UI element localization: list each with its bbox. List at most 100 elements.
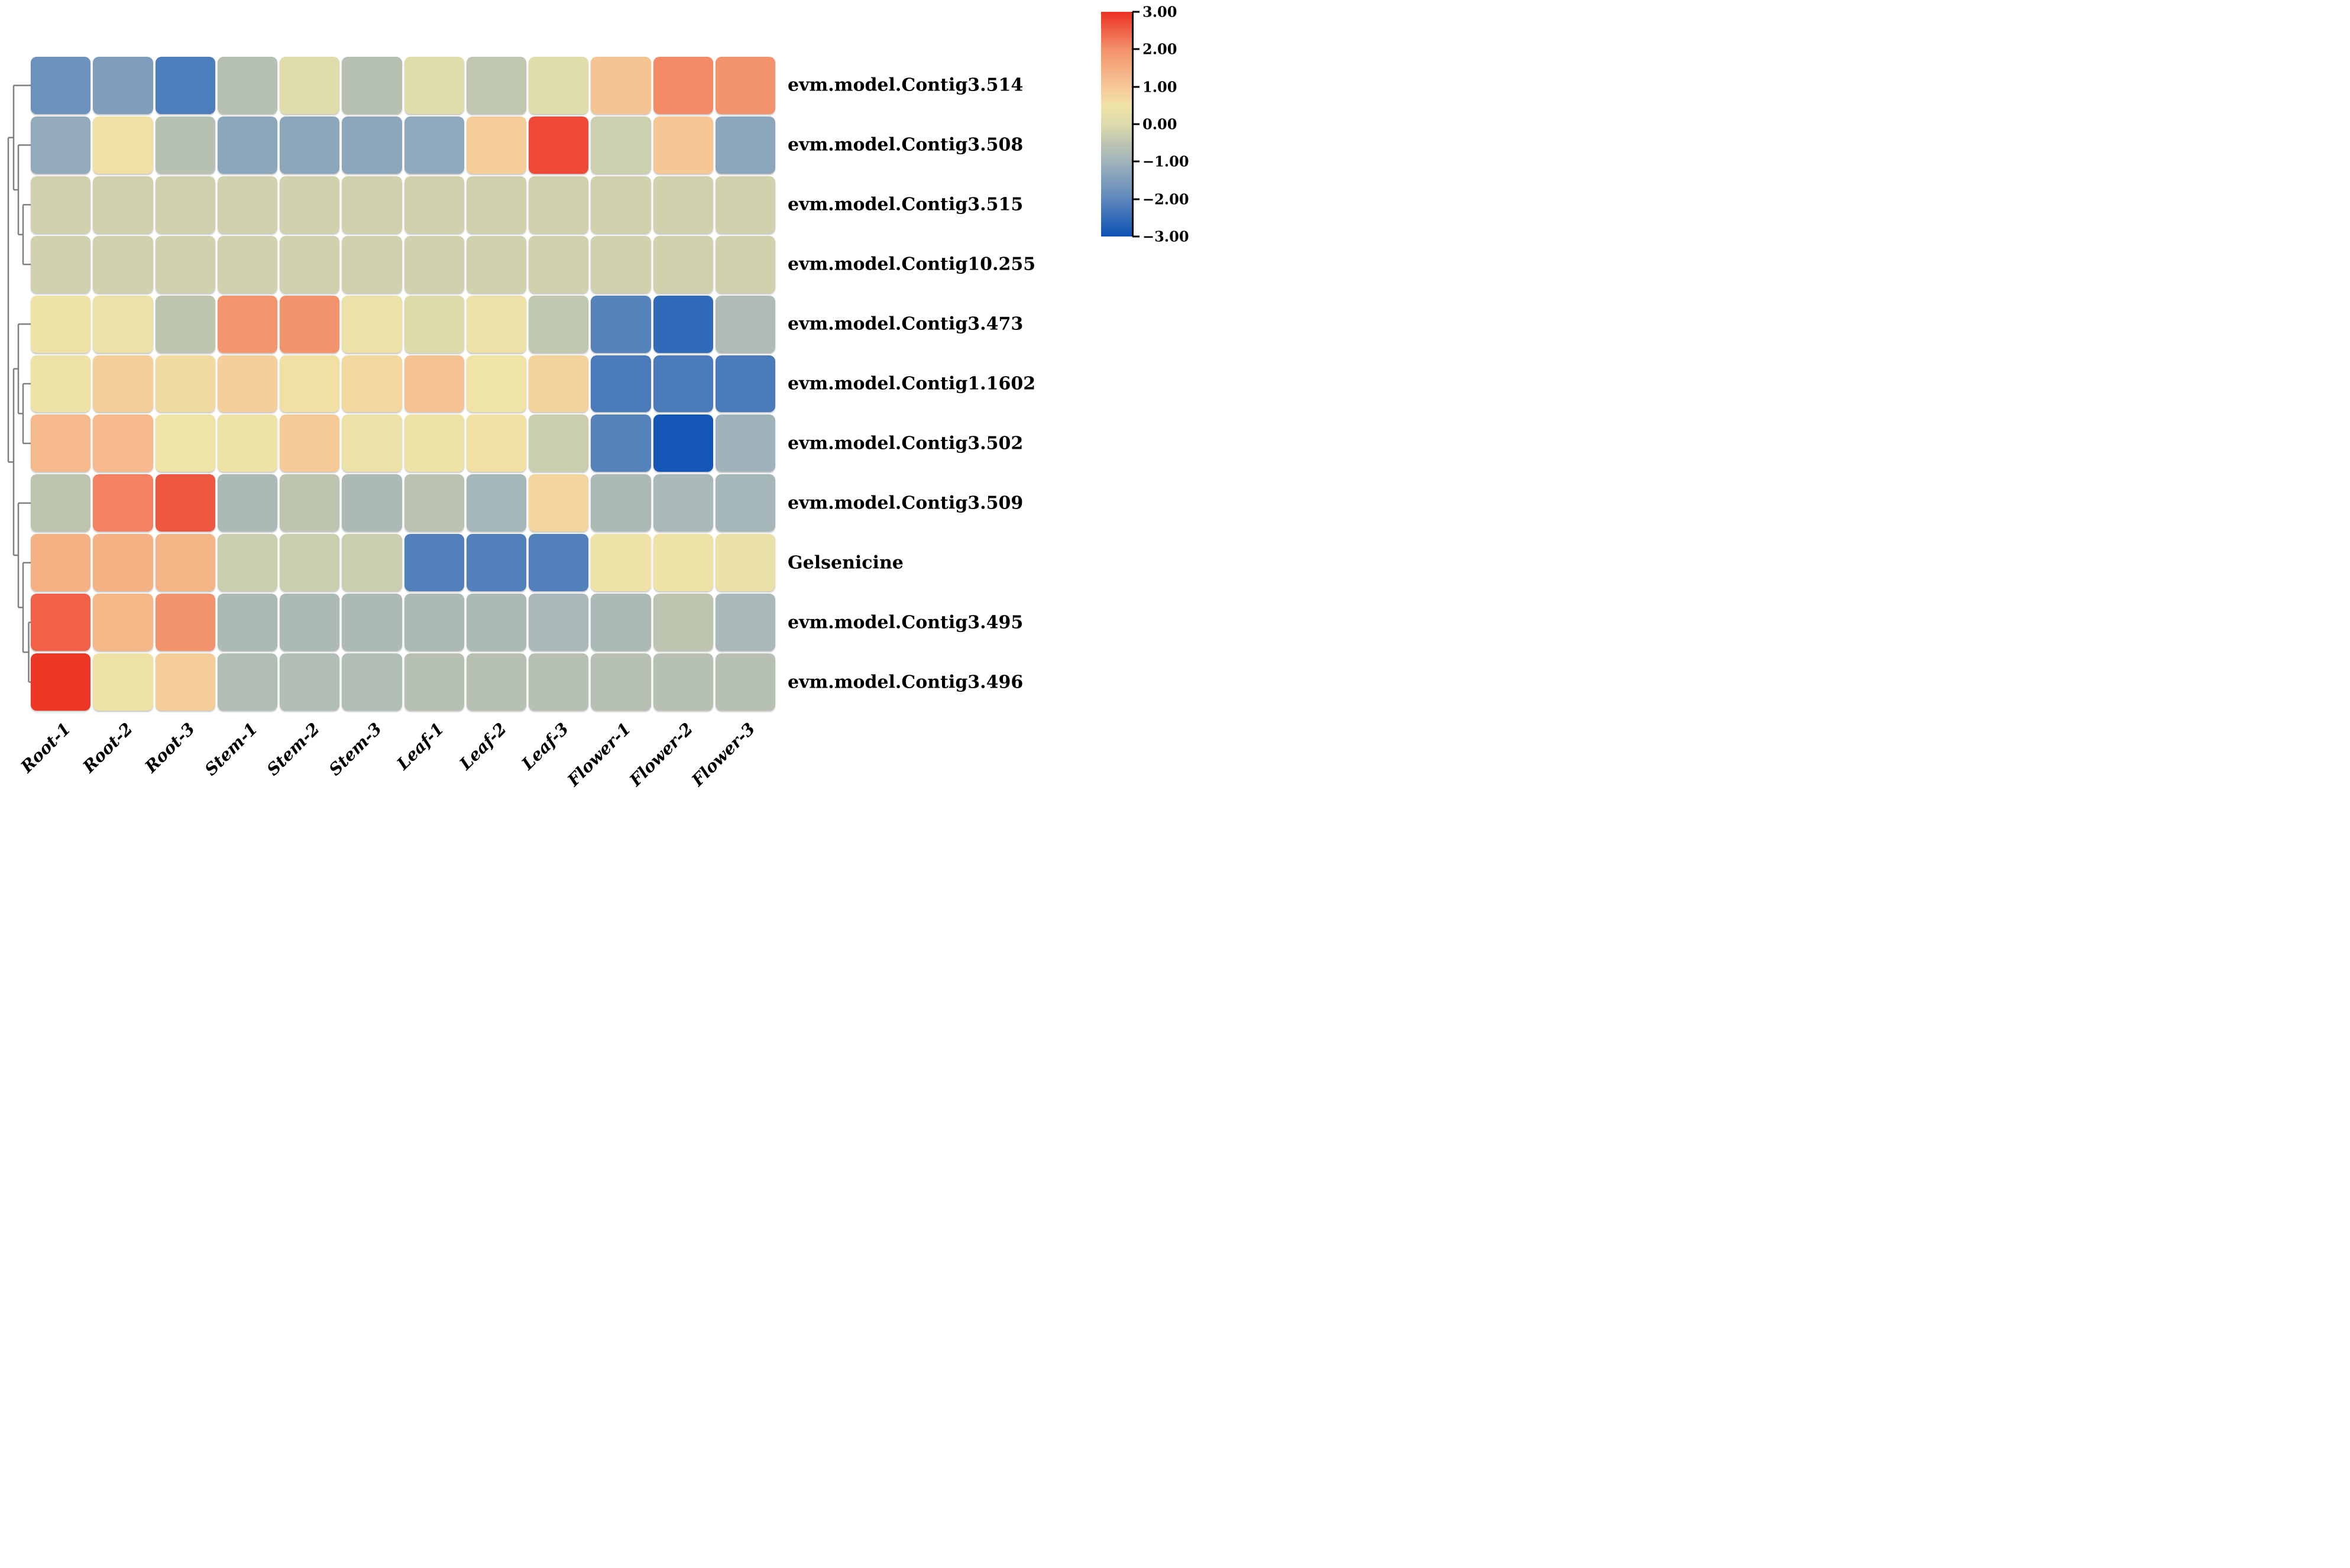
heatmap-cell — [466, 414, 526, 472]
colorbar-tick-label: −1.00 — [1142, 153, 1189, 170]
heatmap-cell — [529, 57, 589, 114]
heatmap-cell — [715, 295, 775, 353]
heatmap-cell — [653, 235, 713, 293]
colorbar-tick — [1132, 123, 1140, 125]
row-label: evm.model.Contig3.515 — [788, 194, 1024, 215]
row-label: evm.model.Contig1.1602 — [788, 373, 1036, 394]
heatmap-cell — [591, 116, 651, 174]
column-label: Stem-1 — [200, 719, 261, 780]
column-label: Flower-2 — [626, 719, 697, 791]
heatmap-cell — [280, 474, 340, 532]
heatmap-cell — [591, 414, 651, 472]
heatmap-cell — [217, 534, 277, 592]
row-label: evm.model.Contig3.509 — [788, 493, 1024, 514]
heatmap-cell — [529, 474, 589, 532]
heatmap-cell — [591, 235, 651, 293]
heatmap-cell — [93, 414, 153, 472]
heatmap-cell — [342, 355, 402, 413]
heatmap-cell — [31, 235, 91, 293]
row-label: evm.model.Contig3.473 — [788, 313, 1024, 335]
column-label: Flower-3 — [688, 719, 759, 791]
heatmap-cell — [404, 176, 464, 234]
heatmap-cell — [217, 474, 277, 532]
heatmap-cell — [217, 57, 277, 114]
heatmap-cell — [342, 414, 402, 472]
colorbar — [1101, 12, 1134, 237]
heatmap-cell — [653, 594, 713, 652]
heatmap-cell — [280, 355, 340, 413]
heatmap-cell — [529, 235, 589, 293]
heatmap-cell — [155, 116, 215, 174]
heatmap-cell — [31, 653, 91, 711]
heatmap-cell — [342, 176, 402, 234]
heatmap-cell — [653, 534, 713, 592]
heatmap-cell — [529, 295, 589, 353]
heatmap-cell — [529, 176, 589, 234]
heatmap-cell — [404, 295, 464, 353]
heatmap-cell — [715, 57, 775, 114]
heatmap-cell — [653, 295, 713, 353]
heatmap-cell — [217, 355, 277, 413]
heatmap-cell — [280, 57, 340, 114]
heatmap-cell — [591, 295, 651, 353]
heatmap-cell — [653, 116, 713, 174]
heatmap-cell — [31, 414, 91, 472]
row-label: evm.model.Contig3.495 — [788, 612, 1024, 633]
row-label: evm.model.Contig3.502 — [788, 433, 1024, 454]
heatmap-cell — [31, 355, 91, 413]
heatmap-cell — [653, 474, 713, 532]
row-dendrogram — [7, 85, 31, 683]
heatmap-cell — [404, 653, 464, 711]
heatmap-cell — [31, 474, 91, 532]
heatmap-cell — [93, 474, 153, 532]
heatmap-cell — [715, 653, 775, 711]
heatmap-cell — [653, 653, 713, 711]
heatmap-cell — [404, 414, 464, 472]
heatmap-cell — [342, 534, 402, 592]
colorbar-tick-label: 1.00 — [1142, 78, 1177, 96]
heatmap-cell — [217, 235, 277, 293]
colorbar-tick — [1132, 235, 1140, 238]
heatmap-cell — [466, 57, 526, 114]
heatmap-cell — [155, 594, 215, 652]
heatmap-cell — [217, 594, 277, 652]
heatmap-cell — [31, 116, 91, 174]
heatmap-cell — [466, 235, 526, 293]
heatmap-cell — [653, 57, 713, 114]
heatmap-cell — [93, 534, 153, 592]
heatmap-cell — [715, 474, 775, 532]
heatmap-cell — [155, 235, 215, 293]
heatmap-cell — [217, 653, 277, 711]
heatmap-cell — [342, 474, 402, 532]
heatmap-cell — [155, 176, 215, 234]
colorbar-tick — [1132, 86, 1140, 88]
heatmap-cell — [715, 176, 775, 234]
heatmap-cell — [653, 176, 713, 234]
heatmap-cell — [404, 116, 464, 174]
heatmap-cell — [93, 594, 153, 652]
heatmap-cell — [93, 355, 153, 413]
colorbar-tick-label: 0.00 — [1142, 115, 1177, 133]
colorbar-tick-label: −2.00 — [1142, 190, 1189, 208]
heatmap-cell — [529, 653, 589, 711]
colorbar-tick — [1132, 160, 1140, 163]
heatmap-cell — [217, 295, 277, 353]
heatmap-cell — [280, 116, 340, 174]
heatmap-cell — [404, 235, 464, 293]
colorbar-tick-label: 2.00 — [1142, 40, 1177, 58]
heatmap-cell — [466, 116, 526, 174]
heatmap-cell — [155, 355, 215, 413]
heatmap-cell — [715, 534, 775, 592]
heatmap-cell — [280, 176, 340, 234]
heatmap-cell — [93, 653, 153, 711]
heatmap-cell — [404, 355, 464, 413]
heatmap-cell — [529, 355, 589, 413]
heatmap-cell — [466, 534, 526, 592]
heatmap-cell — [93, 235, 153, 293]
heatmap-cell — [466, 295, 526, 353]
heatmap-cell — [217, 116, 277, 174]
heatmap-cell — [342, 57, 402, 114]
column-label: Root-2 — [79, 719, 137, 777]
heatmap-cell — [715, 235, 775, 293]
heatmap-cell — [529, 116, 589, 174]
